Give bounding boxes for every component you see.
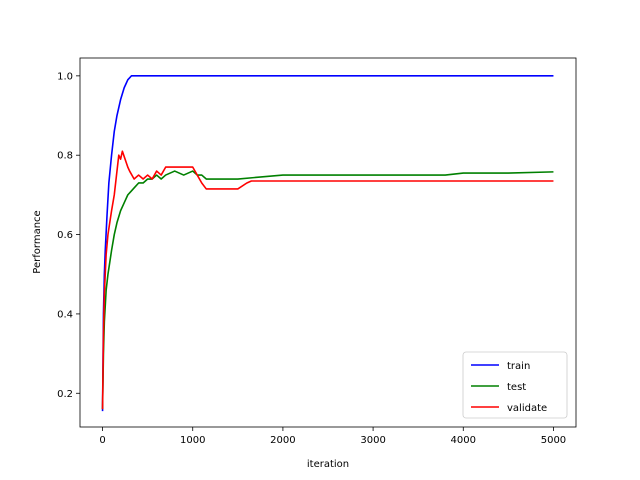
- x-tick-label: 1000: [180, 435, 205, 446]
- series-layer: [101, 75, 554, 412]
- x-tick-label: 4000: [451, 435, 476, 446]
- x-axis: 0 1000 2000 3000 4000 5000: [99, 427, 566, 446]
- y-axis-label: Performance: [32, 210, 43, 273]
- x-axis-label: iteration: [307, 459, 349, 470]
- legend: train test validate: [462, 351, 568, 419]
- y-tick-label: 1.0: [57, 71, 73, 82]
- y-tick-label: 0.8: [57, 151, 73, 162]
- x-tick-label: 3000: [360, 435, 385, 446]
- plot-area-frame: [79, 57, 577, 428]
- legend-label-validate: validate: [507, 403, 547, 414]
- y-tick-label: 0.4: [57, 309, 73, 320]
- x-tick-label: 2000: [270, 435, 295, 446]
- y-tick-label: 0.6: [57, 230, 73, 241]
- series-line-test: [101, 170, 554, 410]
- x-tick-label: 0: [99, 435, 105, 446]
- series-line-train: [101, 75, 554, 412]
- legend-box: [462, 351, 568, 419]
- legend-label-test: test: [507, 382, 526, 393]
- y-axis: 0.2 0.4 0.6 0.8 1.0: [57, 71, 80, 400]
- series-line-validate: [101, 150, 554, 410]
- legend-label-train: train: [507, 361, 530, 372]
- y-tick-label: 0.2: [57, 389, 73, 400]
- x-tick-label: 5000: [541, 435, 566, 446]
